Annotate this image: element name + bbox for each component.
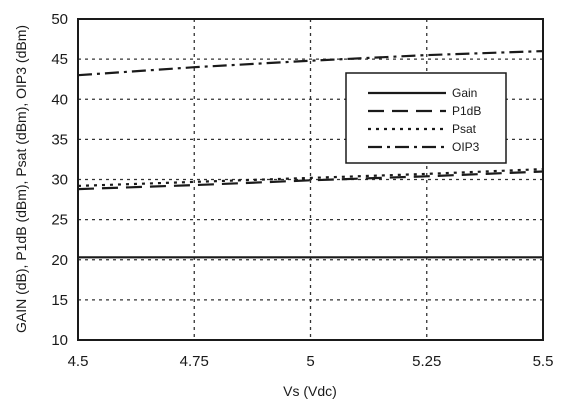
x-tick-label: 5.5 (533, 353, 554, 370)
x-axis-title: Vs (Vdc) (283, 383, 337, 399)
series-line-psat (77, 168, 544, 187)
y-tick-label: 20 (51, 252, 68, 269)
plot-frame (77, 18, 544, 341)
tick-labels: 4.5 4.75 5 5.25 5.5 10 15 20 25 30 35 40 45 50 (51, 11, 553, 370)
grid-lines (78, 19, 543, 340)
legend-label-oip3: OIP3 (452, 140, 480, 154)
y-tick-label: 45 (51, 51, 68, 68)
legend-label-p1db: P1dB (452, 104, 481, 118)
y-tick-label: 35 (51, 131, 68, 148)
series-line-p1db (77, 170, 544, 191)
x-tick-label: 5 (306, 353, 314, 370)
series-lines (77, 50, 544, 259)
legend: Gain P1dB Psat OIP3 (345, 72, 507, 164)
y-tick-label: 15 (51, 292, 68, 309)
y-tick-label: 50 (51, 11, 68, 28)
y-axis-title: GAIN (dB), P1dB (dBm), Psat (dBm), OIP3 … (13, 25, 29, 333)
series-line-oip3 (77, 50, 544, 77)
y-tick-label: 30 (51, 172, 68, 189)
y-tick-label: 25 (51, 212, 68, 229)
x-tick-label: 4.75 (180, 353, 209, 370)
x-tick-label: 4.5 (68, 353, 89, 370)
legend-label-psat: Psat (452, 122, 477, 136)
y-tick-label: 10 (51, 332, 68, 349)
legend-label-gain: Gain (452, 86, 477, 100)
y-tick-label: 40 (51, 91, 68, 108)
legend-box (345, 72, 507, 164)
x-tick-label: 5.25 (412, 353, 441, 370)
